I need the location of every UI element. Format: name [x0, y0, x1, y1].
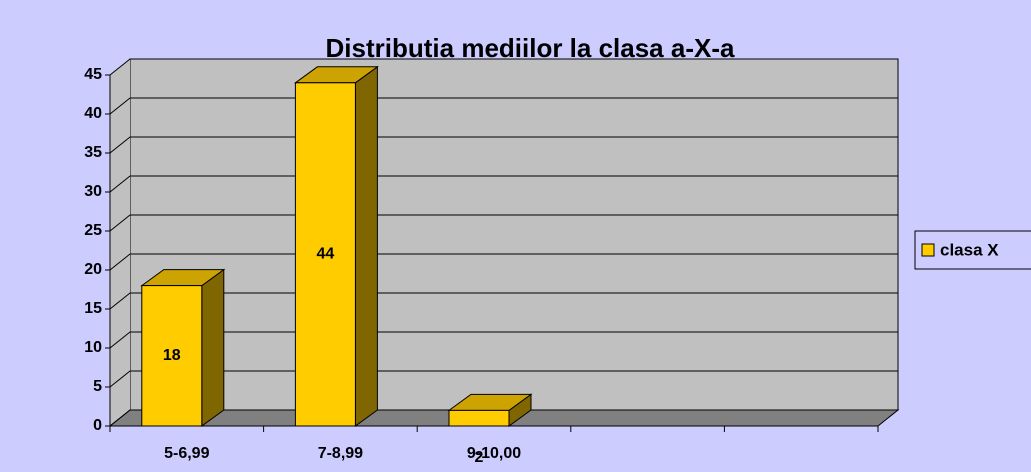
y-tick-label: 20: [84, 261, 102, 278]
x-tick-label: 7-8,99: [318, 445, 363, 462]
bar: [294, 82, 356, 427]
y-tick-label: 5: [93, 378, 102, 395]
x-tick-label: 5-6,99: [164, 445, 209, 462]
side-grid-line: [109, 58, 131, 76]
bar-side: [354, 65, 378, 427]
side-wall: [110, 59, 130, 426]
y-tick-label: 15: [84, 300, 102, 317]
side-grid-line: [109, 370, 131, 388]
side-grid-line: [109, 409, 131, 427]
y-tick-label: 10: [84, 339, 102, 356]
bar: [448, 409, 510, 427]
x-tick-label: 9-10,00: [467, 445, 521, 462]
data-label: 2: [475, 449, 484, 466]
side-grid-line: [109, 97, 131, 115]
side-grid-line: [109, 136, 131, 154]
side-grid-line: [109, 292, 131, 310]
bar-side: [201, 268, 225, 427]
side-grid-line: [109, 331, 131, 349]
side-grid-line: [109, 175, 131, 193]
y-tick-label: 40: [84, 105, 102, 122]
side-grid-line: [109, 214, 131, 232]
y-tick-label: 25: [84, 222, 102, 239]
side-grid-line: [109, 253, 131, 271]
y-tick-label: 30: [84, 183, 102, 200]
legend-label: clasa X: [940, 240, 999, 259]
y-tick-label: 0: [93, 417, 102, 434]
data-label: 44: [317, 246, 335, 263]
y-tick-label: 45: [84, 66, 102, 83]
legend-key: [921, 243, 935, 257]
chart-title: Distributia mediilor la clasa a-X-a: [326, 33, 735, 63]
y-tick-label: 35: [84, 144, 102, 161]
back-wall: [129, 58, 899, 411]
bar: [141, 285, 203, 427]
data-label: 18: [163, 347, 181, 364]
